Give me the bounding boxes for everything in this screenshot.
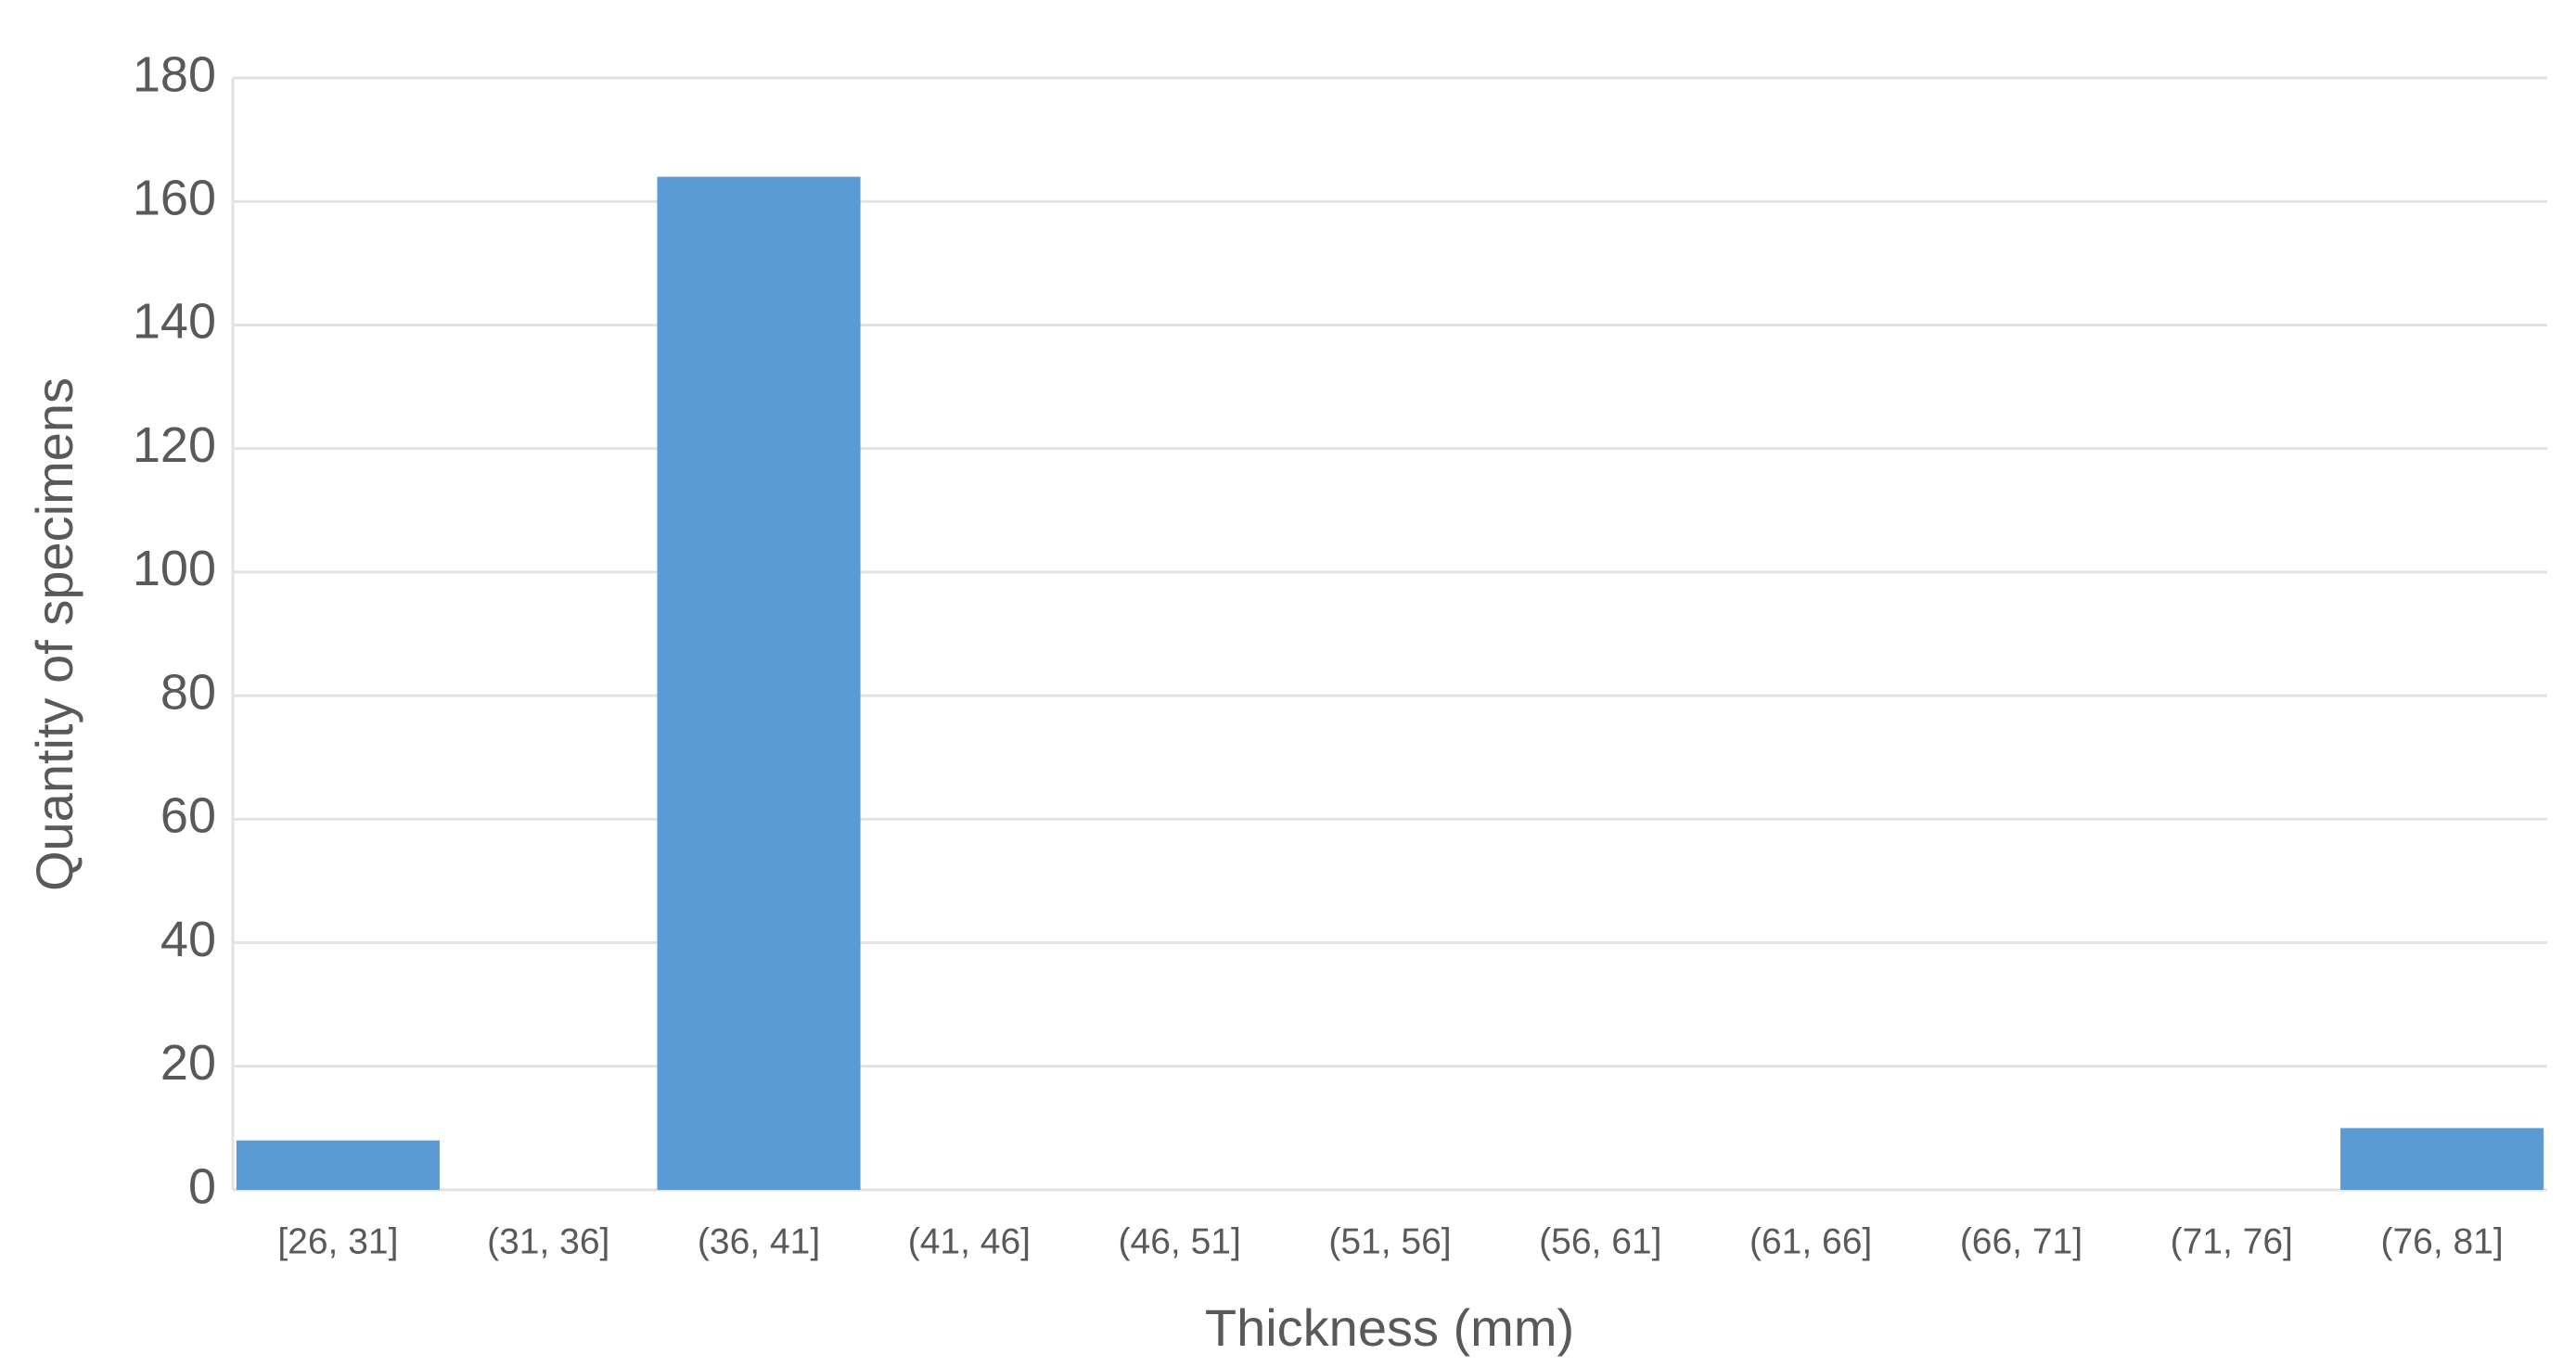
y-tick-label: 100: [133, 541, 216, 596]
y-tick-label: 80: [160, 664, 216, 720]
y-tick-label: 120: [133, 417, 216, 473]
x-tick-label: (46, 51]: [1119, 1221, 1241, 1261]
x-tick-label: (56, 61]: [1539, 1221, 1661, 1261]
x-tick-label: [26, 31]: [277, 1221, 398, 1261]
y-tick-label: 0: [188, 1158, 216, 1214]
y-axis-title: Quantity of specimens: [25, 377, 83, 891]
bar: [236, 1140, 440, 1190]
bar: [657, 176, 861, 1191]
x-tick-label: (76, 81]: [2380, 1221, 2503, 1261]
bar: [2340, 1128, 2544, 1190]
y-tick-label: 180: [133, 46, 216, 102]
x-tick-label: (66, 71]: [1960, 1221, 2083, 1261]
x-tick-label: (71, 76]: [2171, 1221, 2293, 1261]
x-tick-label: (61, 66]: [1749, 1221, 1872, 1261]
y-tick-label: 160: [133, 170, 216, 225]
y-tick-label: 40: [160, 912, 216, 967]
x-tick-label: (41, 46]: [908, 1221, 1031, 1261]
x-tick-label: (36, 41]: [698, 1221, 820, 1261]
y-tick-label: 20: [160, 1035, 216, 1091]
x-axis-title: Thickness (mm): [1205, 1298, 1574, 1357]
y-tick-label: 60: [160, 788, 216, 844]
x-tick-label: (51, 56]: [1328, 1221, 1451, 1261]
y-tick-label: 140: [133, 294, 216, 350]
x-tick-label: (31, 36]: [487, 1221, 609, 1261]
